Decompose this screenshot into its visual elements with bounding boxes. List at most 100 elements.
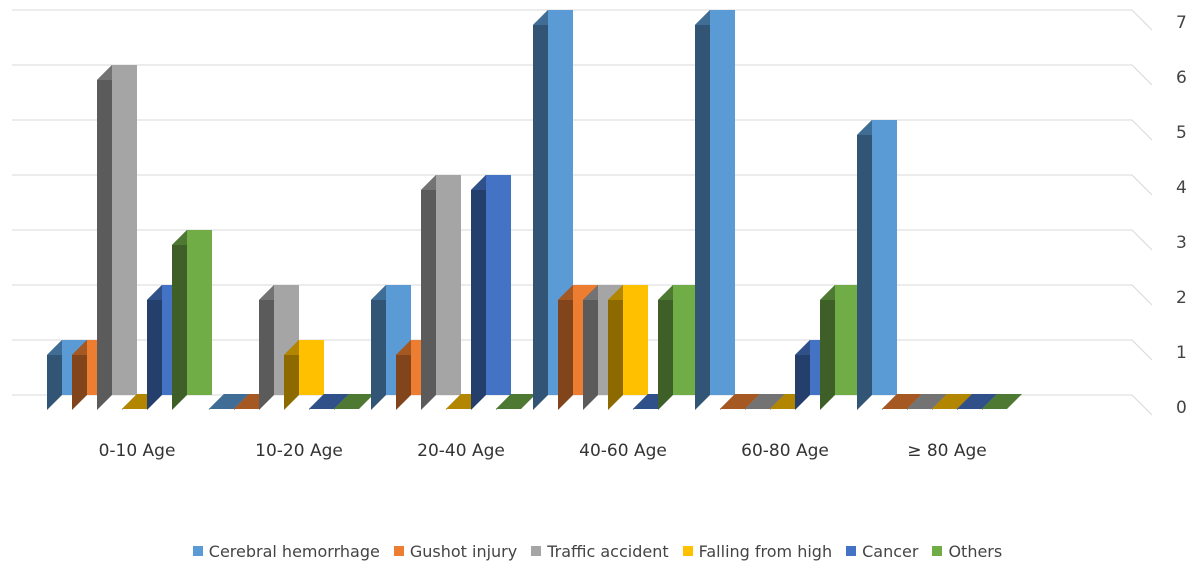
legend-swatch (531, 546, 542, 556)
y-tick-label: 2 (1176, 288, 1187, 308)
bar (284, 340, 324, 410)
legend-swatch (932, 546, 943, 556)
bar (720, 394, 760, 410)
legend-swatch (393, 546, 404, 556)
legend-label: Cerebral hemorrhage (208, 541, 380, 561)
legend-label: Cancer (862, 541, 919, 561)
gridline (12, 119, 1153, 141)
bar-top (309, 394, 349, 409)
bar (172, 230, 212, 410)
bar-top (720, 394, 760, 409)
bar-side (558, 285, 573, 410)
legend-label: Traffic accident (547, 541, 669, 561)
category-label: 60-80 Age (741, 441, 829, 461)
y-tick-label: 0 (1176, 398, 1187, 418)
bar-side (396, 340, 411, 410)
y-tick-label: 1 (1176, 343, 1187, 363)
bar (97, 65, 137, 410)
bar-chart: 0 1 2 3 4 5 6 7 0-10 Age 10-20 Age 20-40 Age 40-60… (12, 9, 1187, 461)
bar-top (882, 394, 922, 409)
bar (932, 394, 972, 410)
category-label: ≥ 80 Age (907, 441, 987, 461)
gridline (12, 284, 1153, 306)
y-tick-label: 6 (1176, 68, 1187, 88)
bar-side (583, 285, 598, 410)
bar (695, 10, 735, 410)
legend-item: Others (932, 542, 1002, 561)
bar-side (47, 340, 62, 410)
legend-label: Others (948, 541, 1003, 561)
bar-front (673, 285, 698, 395)
bar (857, 120, 897, 410)
bar-top (907, 394, 947, 409)
bar-side (371, 285, 386, 410)
bar-top (957, 394, 997, 409)
bar (658, 285, 698, 410)
bar-side (658, 285, 673, 410)
bar-front (623, 285, 648, 395)
legend-label: Falling from high (698, 541, 833, 561)
category-label: 20-40 Age (417, 441, 505, 461)
legend-item: Gushot injury (393, 541, 518, 561)
gridline (12, 174, 1153, 196)
bar (820, 285, 860, 410)
bar-front (112, 65, 137, 395)
y-tick-label: 5 (1176, 123, 1187, 143)
bar-side (533, 10, 548, 410)
bar-front (872, 120, 897, 395)
gridline (12, 229, 1153, 251)
bar (309, 394, 349, 410)
bar (496, 394, 536, 410)
bar-side (172, 230, 187, 410)
gridline (12, 9, 1153, 31)
bar (334, 394, 374, 410)
bar-front (486, 175, 511, 395)
bar (745, 394, 785, 410)
bar (371, 285, 411, 410)
bar-side (857, 120, 872, 410)
bar-side (97, 65, 112, 410)
bar-top (982, 394, 1022, 409)
bar-front (710, 10, 735, 395)
legend-item: Cerebral hemorrhage (192, 541, 380, 561)
legend: Cerebral hemorrhage Gushot injury Traffic … (0, 540, 1195, 562)
bar-top (932, 394, 972, 409)
bar-front (299, 340, 324, 395)
y-axis-tick-labels: 0 1 2 3 4 5 6 7 (1176, 13, 1187, 418)
legend-swatch (682, 546, 693, 556)
bar (907, 394, 947, 410)
bar (957, 394, 997, 410)
legend-item: Traffic accident (531, 541, 669, 561)
bar-front (835, 285, 860, 395)
bar (471, 175, 511, 410)
y-tick-label: 3 (1176, 233, 1187, 253)
bar-top (334, 394, 374, 409)
bar (209, 394, 249, 410)
bar-side (695, 10, 710, 410)
bar-front (436, 175, 461, 395)
bar (421, 175, 461, 410)
category-label: 0-10 Age (99, 441, 176, 461)
gridline (12, 64, 1153, 86)
bar-side (795, 340, 810, 410)
bar-side (608, 285, 623, 410)
bar-front (187, 230, 212, 395)
bar-side (259, 285, 274, 410)
bar-top (745, 394, 785, 409)
y-tick-label: 7 (1176, 13, 1187, 33)
legend-item: Cancer (846, 542, 918, 561)
bar (882, 394, 922, 410)
bar-top (209, 394, 249, 409)
legend-label: Gushot injury (409, 541, 518, 561)
bar-side (820, 285, 835, 410)
legend-item: Falling from high (682, 541, 833, 561)
bar-side (284, 340, 299, 410)
bar (608, 285, 648, 410)
y-tick-label: 4 (1176, 178, 1187, 198)
legend-swatch (192, 546, 203, 556)
bar (982, 394, 1022, 410)
category-label: 40-60 Age (579, 441, 667, 461)
category-labels: 0-10 Age 10-20 Age 20-40 Age 40-60 Age 60-80… (99, 441, 987, 461)
bar-side (471, 175, 486, 410)
bar-side (72, 340, 87, 410)
